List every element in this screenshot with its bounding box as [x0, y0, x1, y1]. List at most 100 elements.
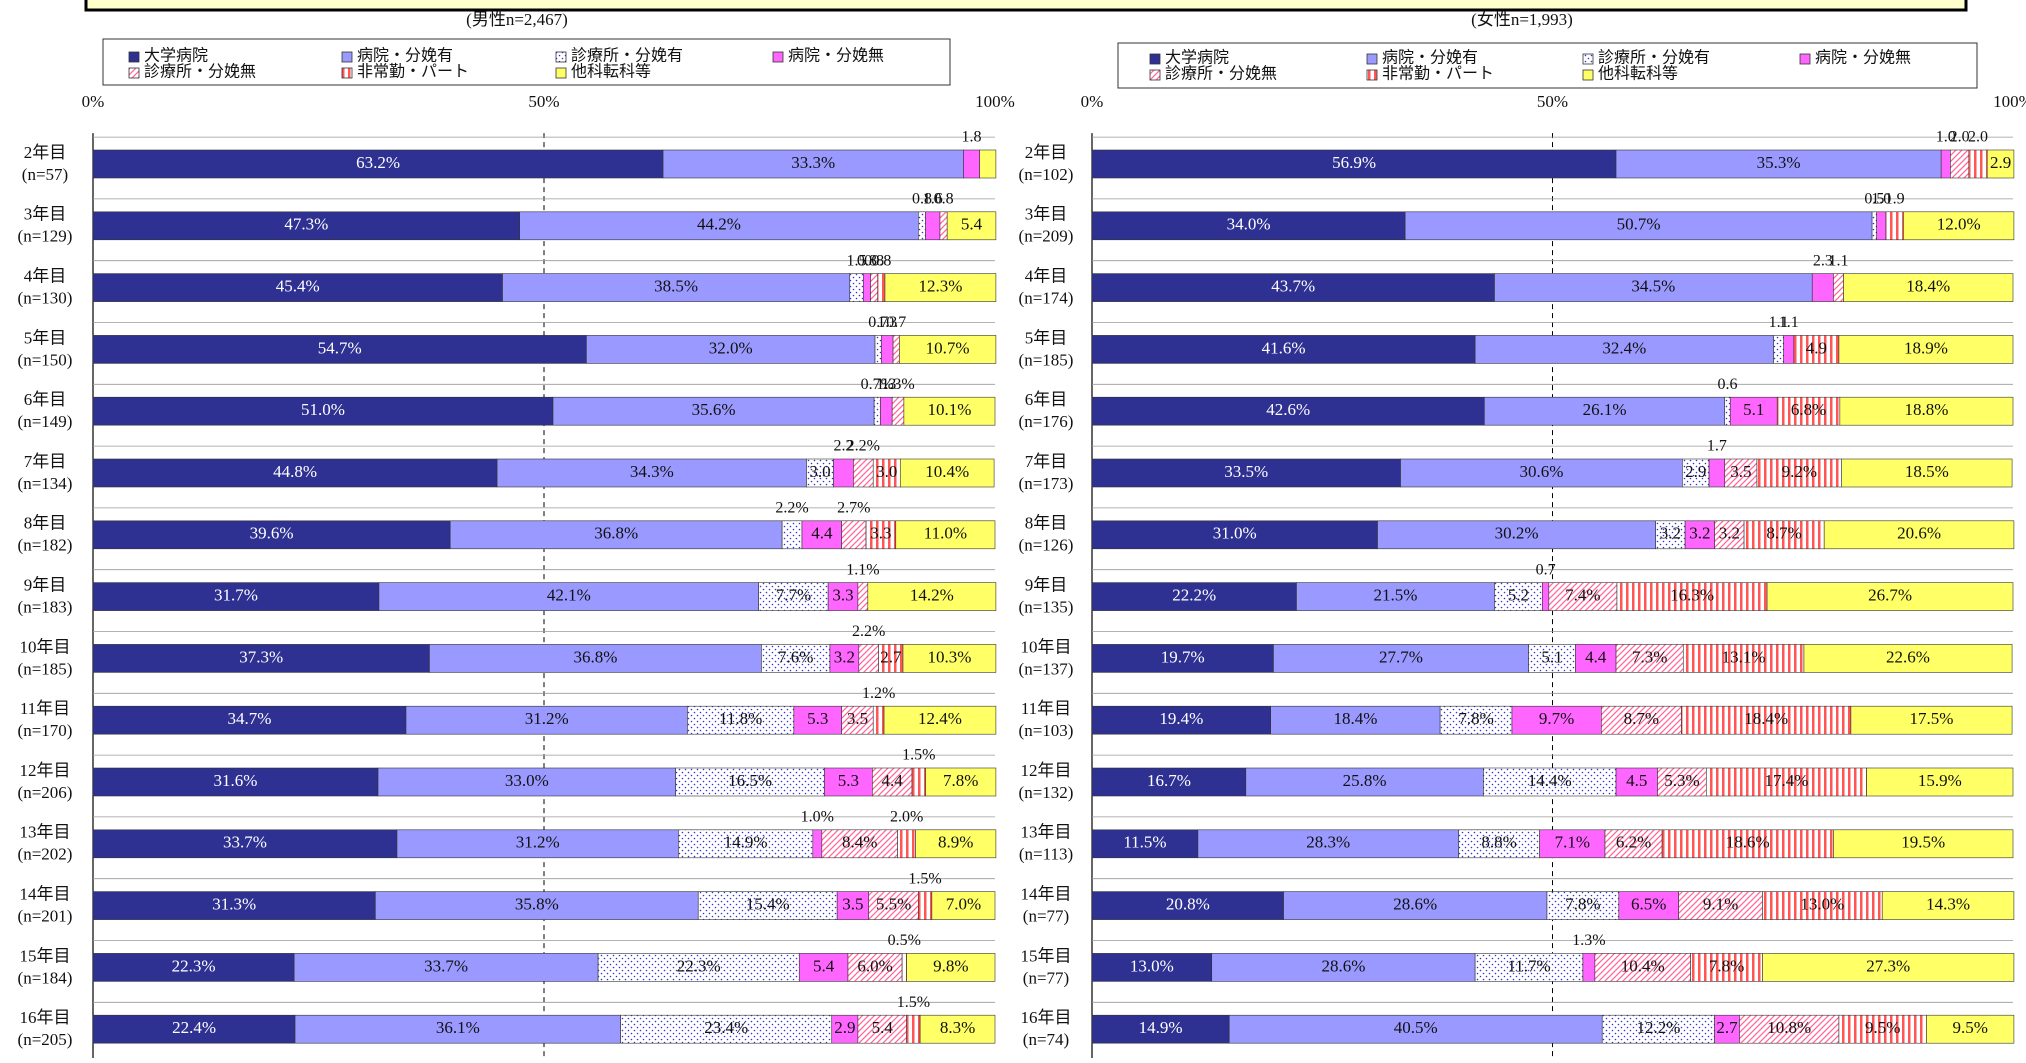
- bar-segment: [857, 1014, 907, 1044]
- value-label: 6.0%: [857, 956, 892, 975]
- value-label: 22.6%: [1886, 647, 1930, 666]
- bar-segment: [1091, 953, 1213, 982]
- bar-segment: [92, 335, 587, 364]
- value-label: 8.9%: [938, 833, 973, 852]
- category-label: 14年目: [1021, 885, 1072, 904]
- value-label: 18.6%: [1726, 833, 1770, 852]
- legend-label: 大学病院: [1165, 49, 1229, 67]
- value-label: 2.0: [1968, 129, 1988, 146]
- bar-segment: [1548, 582, 1618, 611]
- value-label: 2.0%: [890, 808, 923, 825]
- category-count: (n=126): [1019, 536, 1074, 555]
- bar-segment: [901, 953, 907, 982]
- category-label: 7年目: [1025, 452, 1068, 471]
- bar-segment: [429, 644, 762, 673]
- bar-segment: [853, 458, 874, 488]
- bar-segment: [1661, 829, 1834, 859]
- bar-segment: [1091, 273, 1495, 302]
- legend-label: 診療所・分娩有: [1598, 49, 1710, 67]
- bar-segment: [1484, 396, 1726, 426]
- value-label: 8.7%: [1766, 524, 1801, 543]
- value-label: 8.4%: [842, 833, 877, 852]
- value-label: 14.3%: [1926, 895, 1970, 914]
- value-label: 28.6%: [1321, 956, 1365, 975]
- value-label: 4.4: [1585, 647, 1607, 666]
- value-label: 7.6%: [778, 647, 813, 666]
- bar-segment: [1776, 396, 1841, 426]
- category-count: (n=184): [18, 968, 73, 987]
- legend-label: 非常勤・パート: [1382, 65, 1494, 83]
- bar-segment: [824, 767, 873, 797]
- value-label: 30.2%: [1495, 524, 1539, 543]
- bar-segment: [878, 644, 904, 673]
- value-label: 1.3: [876, 376, 896, 393]
- bar-segment: [1474, 953, 1584, 982]
- value-label: 5.3%: [1664, 771, 1699, 790]
- category-count: (n=185): [1019, 350, 1074, 369]
- value-label: 10.1%: [927, 400, 971, 419]
- bar-segment: [1871, 211, 1877, 241]
- bar-segment: [1615, 149, 1942, 179]
- bar-segment: [868, 891, 919, 920]
- value-label: 0.7: [886, 314, 906, 331]
- bar-segment: [1682, 644, 1805, 673]
- legend-swatch: [772, 51, 784, 63]
- value-label: 27.7%: [1379, 647, 1423, 666]
- value-label: 63.2%: [356, 153, 400, 172]
- category-label: 12年目: [20, 761, 71, 780]
- category-count: (n=185): [18, 659, 73, 678]
- category-count: (n=134): [18, 474, 73, 493]
- value-label: 28.6%: [1393, 895, 1437, 914]
- value-label: 0.8: [857, 252, 877, 269]
- value-label: 1.5%: [897, 994, 930, 1011]
- value-label: 28.3%: [1306, 833, 1350, 852]
- bar-segment: [902, 644, 997, 673]
- value-label: 1.5%: [902, 747, 935, 764]
- legend-swatch: [555, 51, 567, 63]
- bar-segment: [1678, 891, 1763, 920]
- category-label: 13年目: [1021, 823, 1072, 842]
- category-label: 3年目: [24, 205, 67, 224]
- bar-segment: [1458, 829, 1540, 859]
- bar-segment: [552, 396, 875, 426]
- legend-swatch: [128, 51, 140, 63]
- value-label: 1.5: [847, 252, 867, 269]
- category-count: (n=113): [1019, 845, 1073, 864]
- value-label: 5.3: [807, 709, 828, 728]
- bar-segment: [1283, 891, 1548, 920]
- legend-label: 他科転科等: [571, 63, 651, 81]
- category-label: 7年目: [24, 452, 67, 471]
- bar-segment: [1494, 273, 1813, 302]
- bar-segment: [891, 396, 905, 426]
- value-label: 3.5: [847, 709, 868, 728]
- bar-segment: [1270, 705, 1441, 735]
- bar-segment: [697, 891, 838, 920]
- bar-segment: [1296, 582, 1495, 611]
- bar-segment: [1766, 582, 2014, 611]
- value-label: 7.8%: [1458, 709, 1493, 728]
- category-label: 16年目: [20, 1008, 71, 1027]
- value-label: 31.2%: [516, 833, 560, 852]
- bar-segment: [1762, 953, 2015, 982]
- x-tick-label: 100%: [1993, 92, 2026, 111]
- bar-segment: [92, 1014, 296, 1044]
- bar-segment: [92, 396, 554, 426]
- value-label: 6.2%: [1616, 833, 1651, 852]
- value-label: 15.9%: [1918, 771, 1962, 790]
- legend-swatch: [1366, 53, 1378, 65]
- category-count: (n=57): [22, 165, 68, 184]
- value-label: 12.4%: [918, 709, 962, 728]
- value-label: 11.7%: [1507, 956, 1550, 975]
- value-label: 18.9%: [1904, 338, 1948, 357]
- value-label: 3.3: [832, 586, 853, 605]
- bar-segment: [1091, 891, 1284, 920]
- category-count: (n=183): [18, 598, 73, 617]
- value-label: 0.8: [912, 190, 932, 207]
- value-label: 10.7%: [926, 338, 970, 357]
- value-label: 2.2: [833, 438, 853, 455]
- subtitle: (女性n=1,993): [1471, 10, 1573, 29]
- value-label: 4.4: [882, 771, 904, 790]
- category-count: (n=135): [1019, 598, 1074, 617]
- category-label: 10年目: [1021, 637, 1072, 656]
- bar-segment: [1708, 458, 1726, 488]
